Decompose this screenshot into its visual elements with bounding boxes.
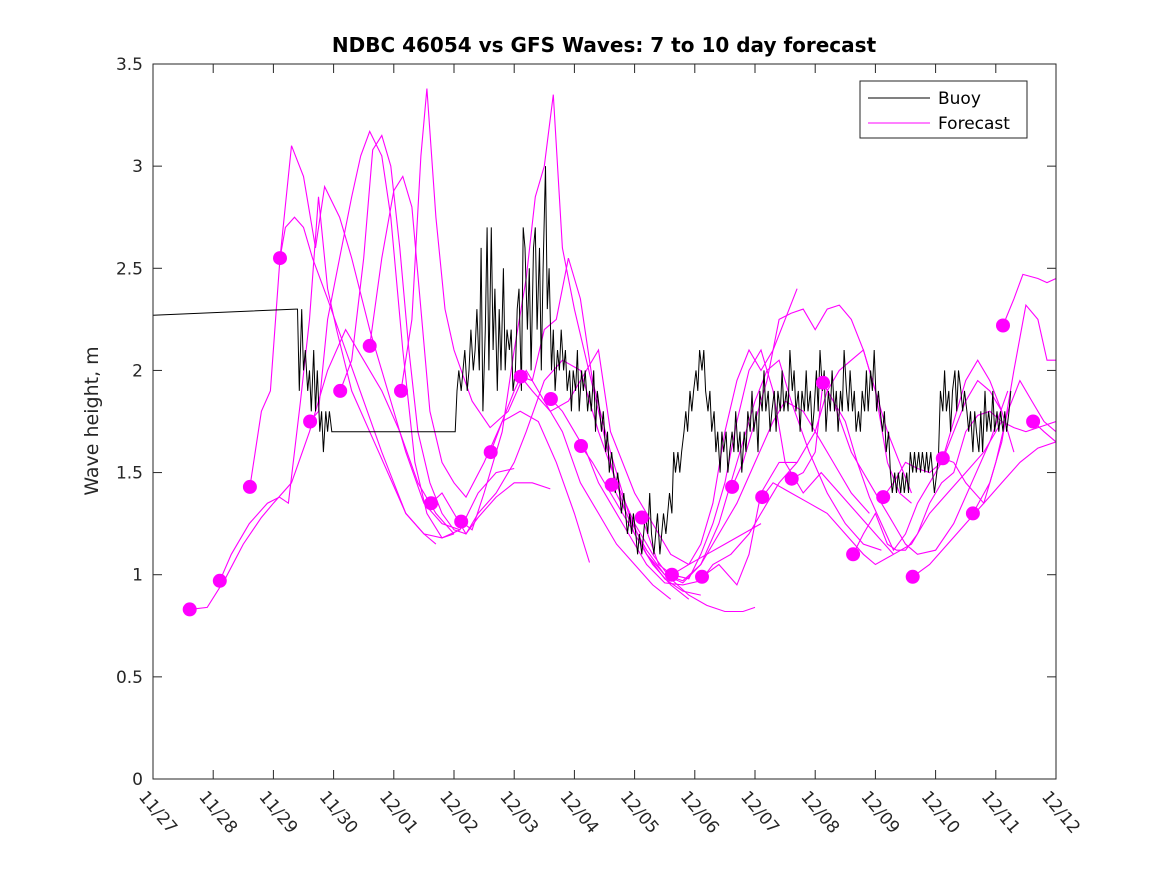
forecast-marker (784, 471, 799, 486)
forecast-marker (483, 445, 498, 460)
y-axis: 0 0.5 1 1.5 2 2.5 3 3.5 (116, 55, 1056, 790)
y-axis-label: Wave height, m (81, 346, 103, 495)
forecast-run-14 (611, 359, 882, 584)
forecast-marker (513, 369, 528, 384)
forecast-marker (634, 510, 649, 525)
forecast-marker (1026, 414, 1041, 429)
forecast-run-27 (1002, 273, 1056, 326)
forecast-marker (725, 479, 740, 494)
legend-buoy-label: Buoy (938, 89, 981, 109)
forecast-marker (454, 514, 469, 529)
forecast-marker (816, 375, 830, 390)
buoy-line (153, 166, 1012, 555)
y-tick-label: 0 (132, 770, 143, 790)
forecast-marker (182, 602, 197, 617)
forecast-marker (424, 496, 439, 511)
forecast-run-7 (400, 88, 672, 600)
forecast-run-21 (822, 379, 1003, 552)
forecast-marker (362, 338, 377, 353)
forecast-series (189, 88, 1056, 613)
forecast-marker (543, 392, 558, 406)
y-tick-label: 2.5 (116, 259, 143, 279)
forecast-run-17 (701, 349, 912, 586)
forecast-marker (905, 569, 920, 584)
forecast-marker (996, 318, 1010, 333)
forecast-markers (182, 251, 1041, 617)
forecast-marker (273, 251, 287, 266)
forecast-marker (574, 439, 588, 453)
forecast-run-2 (249, 145, 461, 531)
forecast-marker (604, 477, 619, 492)
buoy-series (153, 166, 1012, 555)
y-tick-label: 1.5 (116, 464, 143, 484)
forecast-marker (664, 567, 679, 582)
forecast-run-16 (671, 288, 798, 576)
forecast-marker (876, 490, 891, 505)
y-tick-label: 1 (132, 566, 143, 586)
forecast-run-5 (339, 134, 551, 535)
plot-frame (152, 63, 1057, 780)
forecast-run-10 (490, 257, 701, 596)
forecast-marker (846, 547, 861, 562)
forecast-marker (965, 506, 980, 521)
forecast-run-23 (882, 359, 1015, 498)
y-tick-label: 0.5 (116, 668, 143, 688)
forecast-run-3 (279, 216, 455, 539)
forecast-run-25 (942, 379, 1056, 505)
forecast-run-1 (219, 196, 437, 582)
forecast-run-19 (761, 421, 1003, 566)
forecast-run-26 (972, 303, 1056, 514)
forecast-run-22 (852, 410, 1056, 555)
y-tick-label: 3 (132, 157, 143, 177)
y-tick-label: 3.5 (116, 55, 143, 75)
forecast-run-11 (520, 348, 762, 566)
forecast-marker (935, 451, 950, 466)
forecast-marker (333, 383, 348, 398)
legend-box (859, 80, 1028, 139)
forecast-run-20 (791, 380, 1009, 555)
forecast-run-6 (369, 175, 591, 563)
chart-title: NDBC 46054 vs GFS Waves: 7 to 10 day for… (332, 33, 877, 57)
forecast-marker (695, 569, 709, 584)
legend: Buoy Forecast (859, 80, 1028, 139)
forecast-run-8 (430, 359, 756, 613)
forecast-marker (212, 573, 227, 588)
forecast-marker (242, 479, 257, 494)
forecast-marker (303, 414, 318, 429)
y-tick-label: 2 (132, 361, 143, 381)
forecast-marker (755, 490, 770, 505)
legend-forecast-label: Forecast (938, 114, 1010, 134)
forecast-marker (394, 383, 408, 398)
